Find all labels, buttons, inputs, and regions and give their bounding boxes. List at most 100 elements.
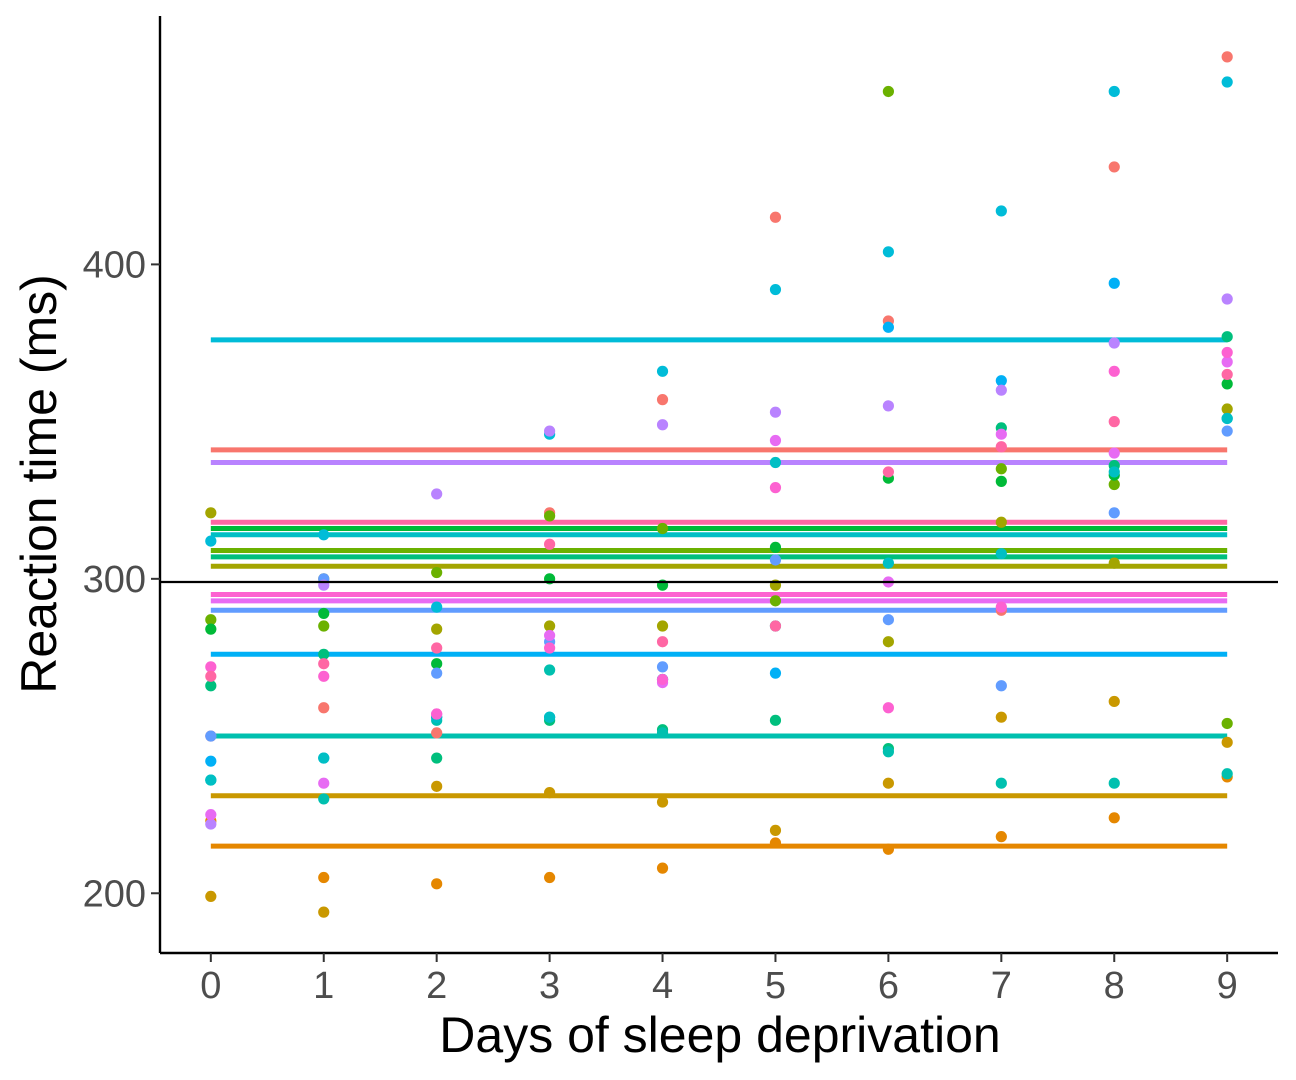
- data-point: [995, 428, 1007, 440]
- data-point: [205, 755, 217, 767]
- data-point: [1221, 331, 1233, 343]
- data-point: [1108, 466, 1120, 478]
- data-point: [995, 205, 1007, 217]
- data-point: [431, 623, 443, 635]
- data-point: [656, 727, 669, 739]
- data-point: [1108, 337, 1120, 349]
- data-point: [318, 906, 330, 918]
- data-point: [882, 636, 894, 648]
- data-point: [431, 708, 443, 720]
- data-point: [882, 746, 894, 758]
- data-point: [1108, 557, 1120, 569]
- data-point: [431, 780, 443, 792]
- data-point: [882, 85, 894, 98]
- data-point: [882, 702, 894, 714]
- data-point: [318, 607, 330, 620]
- data-point: [656, 862, 669, 874]
- data-point: [995, 548, 1007, 560]
- data-point: [995, 375, 1007, 387]
- data-point: [205, 818, 217, 830]
- data-point: [1221, 717, 1233, 730]
- x-tick-label: 9: [1217, 965, 1238, 1007]
- data-point: [431, 727, 443, 739]
- data-point: [1108, 507, 1120, 519]
- data-point: [995, 680, 1007, 692]
- data-point: [205, 680, 217, 692]
- data-point: [205, 670, 217, 682]
- data-point: [431, 667, 443, 679]
- data-point: [656, 661, 669, 673]
- data-point: [1221, 378, 1233, 390]
- data-point: [995, 463, 1007, 475]
- data-point: [769, 824, 782, 836]
- data-point: [769, 211, 782, 223]
- data-point: [318, 752, 330, 764]
- data-point: [431, 642, 443, 654]
- data-point: [205, 809, 217, 821]
- y-tick-label: 400: [83, 244, 146, 286]
- data-point: [769, 283, 782, 296]
- data-point: [769, 541, 782, 553]
- data-point: [205, 774, 217, 786]
- data-point: [995, 441, 1007, 453]
- data-point: [1221, 403, 1233, 415]
- data-point: [882, 321, 894, 333]
- data-point: [1221, 76, 1233, 88]
- data-point: [544, 629, 556, 642]
- data-point: [544, 664, 556, 676]
- data-point: [769, 554, 782, 566]
- data-point: [205, 661, 217, 673]
- data-point: [544, 510, 556, 522]
- data-point: [1221, 368, 1233, 381]
- data-point: [318, 658, 330, 670]
- data-point: [656, 419, 669, 431]
- data-point: [318, 871, 330, 884]
- y-tick-label: 200: [83, 873, 146, 915]
- data-point: [1108, 277, 1120, 289]
- data-point: [1221, 425, 1233, 437]
- data-point: [882, 400, 894, 412]
- data-point: [544, 787, 556, 799]
- data-point: [995, 831, 1007, 843]
- data-point: [995, 777, 1007, 789]
- y-axis-ticks: 200 300 400: [83, 244, 160, 915]
- data-point: [205, 614, 217, 626]
- y-tick-label: 300: [83, 559, 146, 601]
- data-point: [769, 714, 782, 726]
- data-point: [431, 566, 443, 579]
- data-point: [995, 384, 1007, 396]
- data-point: [1108, 812, 1120, 824]
- data-points: [205, 51, 1233, 918]
- data-point: [544, 425, 556, 437]
- data-point: [205, 535, 217, 547]
- x-tick-label: 0: [200, 965, 221, 1007]
- data-point: [318, 702, 330, 714]
- data-point: [656, 365, 669, 377]
- data-point: [1221, 346, 1233, 359]
- x-tick-label: 3: [539, 965, 560, 1007]
- data-point: [769, 406, 782, 418]
- data-point: [656, 522, 669, 535]
- data-point: [318, 620, 330, 632]
- data-point: [882, 777, 894, 789]
- data-point: [1108, 447, 1120, 459]
- data-point: [1108, 478, 1120, 491]
- data-point: [318, 648, 330, 660]
- data-point: [431, 658, 443, 670]
- data-point: [205, 623, 217, 635]
- data-point: [769, 667, 782, 679]
- data-point: [1221, 768, 1233, 780]
- data-point: [1221, 51, 1233, 63]
- data-point: [205, 890, 217, 903]
- data-point: [431, 878, 443, 890]
- data-point: [1108, 85, 1120, 98]
- x-tick-label: 6: [878, 965, 899, 1007]
- data-point: [882, 614, 894, 626]
- data-point: [1221, 736, 1233, 748]
- data-point: [656, 620, 669, 632]
- data-point: [1221, 356, 1233, 368]
- data-point: [544, 620, 556, 632]
- data-point: [205, 507, 217, 519]
- x-tick-label: 7: [991, 965, 1012, 1007]
